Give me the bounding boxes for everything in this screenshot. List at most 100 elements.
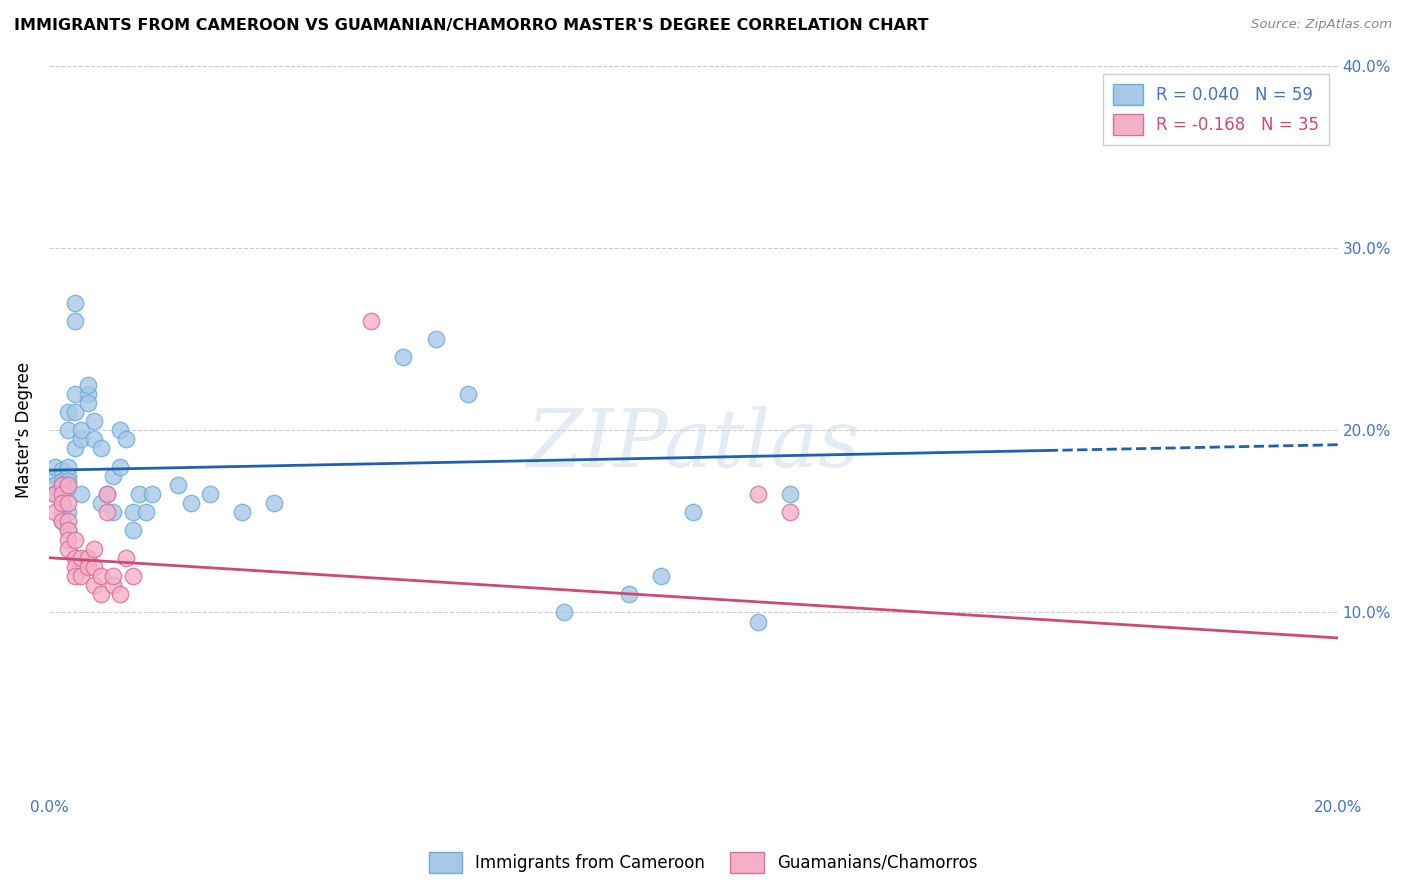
Point [96,505,118,519]
Point [89,569,111,583]
Point [63,533,86,547]
Point [108,587,131,601]
Point [51,474,73,488]
Point [650,569,672,583]
Text: ZIPatlas: ZIPatlas [527,406,860,483]
Point [51,496,73,510]
Legend: R = 0.040   N = 59, R = -0.168   N = 35: R = 0.040 N = 59, R = -0.168 N = 35 [1102,74,1329,145]
Point [63,295,86,310]
Point [392,350,415,364]
Point [76,550,98,565]
Point [44,459,66,474]
Point [83,541,105,556]
Point [89,496,111,510]
Point [180,496,202,510]
Point [58,474,80,488]
Point [682,505,704,519]
Point [51,514,73,528]
Point [58,524,80,538]
Point [103,578,125,592]
Point [44,487,66,501]
Point [44,505,66,519]
Point [779,487,801,501]
Point [63,314,86,328]
Point [44,487,66,501]
Point [58,468,80,483]
Point [83,432,105,446]
Point [51,487,73,501]
Point [231,505,253,519]
Point [51,482,73,496]
Point [121,505,143,519]
Point [63,386,86,401]
Point [128,487,150,501]
Point [121,524,143,538]
Point [747,615,769,629]
Point [58,482,80,496]
Point [63,569,86,583]
Point [89,587,111,601]
Point [51,496,73,510]
Legend: Immigrants from Cameroon, Guamanians/Chamorros: Immigrants from Cameroon, Guamanians/Cha… [422,846,984,880]
Point [51,463,73,477]
Point [58,541,80,556]
Point [198,487,221,501]
Point [96,487,118,501]
Point [553,606,575,620]
Point [166,478,188,492]
Point [76,559,98,574]
Point [63,559,86,574]
Point [747,487,769,501]
Point [70,550,93,565]
Point [360,314,382,328]
Point [70,487,93,501]
Point [58,524,80,538]
Y-axis label: Master's Degree: Master's Degree [15,362,32,499]
Point [51,487,73,501]
Point [76,396,98,410]
Point [121,569,143,583]
Point [51,478,73,492]
Point [779,505,801,519]
Point [141,487,163,501]
Point [103,569,125,583]
Point [58,533,80,547]
Point [58,505,80,519]
Point [96,487,118,501]
Point [135,505,157,519]
Point [89,442,111,456]
Point [425,332,447,346]
Point [63,405,86,419]
Point [115,432,138,446]
Point [58,514,80,528]
Point [617,587,640,601]
Point [115,550,138,565]
Point [51,505,73,519]
Point [76,386,98,401]
Point [457,386,479,401]
Point [58,459,80,474]
Point [63,442,86,456]
Point [76,377,98,392]
Point [44,468,66,483]
Point [58,423,80,437]
Text: IMMIGRANTS FROM CAMEROON VS GUAMANIAN/CHAMORRO MASTER'S DEGREE CORRELATION CHART: IMMIGRANTS FROM CAMEROON VS GUAMANIAN/CH… [14,18,928,33]
Point [103,505,125,519]
Point [108,423,131,437]
Point [83,578,105,592]
Text: Source: ZipAtlas.com: Source: ZipAtlas.com [1251,18,1392,31]
Point [103,468,125,483]
Point [70,569,93,583]
Point [263,496,285,510]
Point [58,405,80,419]
Point [70,432,93,446]
Point [63,550,86,565]
Point [83,559,105,574]
Point [83,414,105,428]
Point [58,478,80,492]
Point [108,459,131,474]
Point [58,496,80,510]
Point [70,423,93,437]
Point [51,514,73,528]
Point [44,478,66,492]
